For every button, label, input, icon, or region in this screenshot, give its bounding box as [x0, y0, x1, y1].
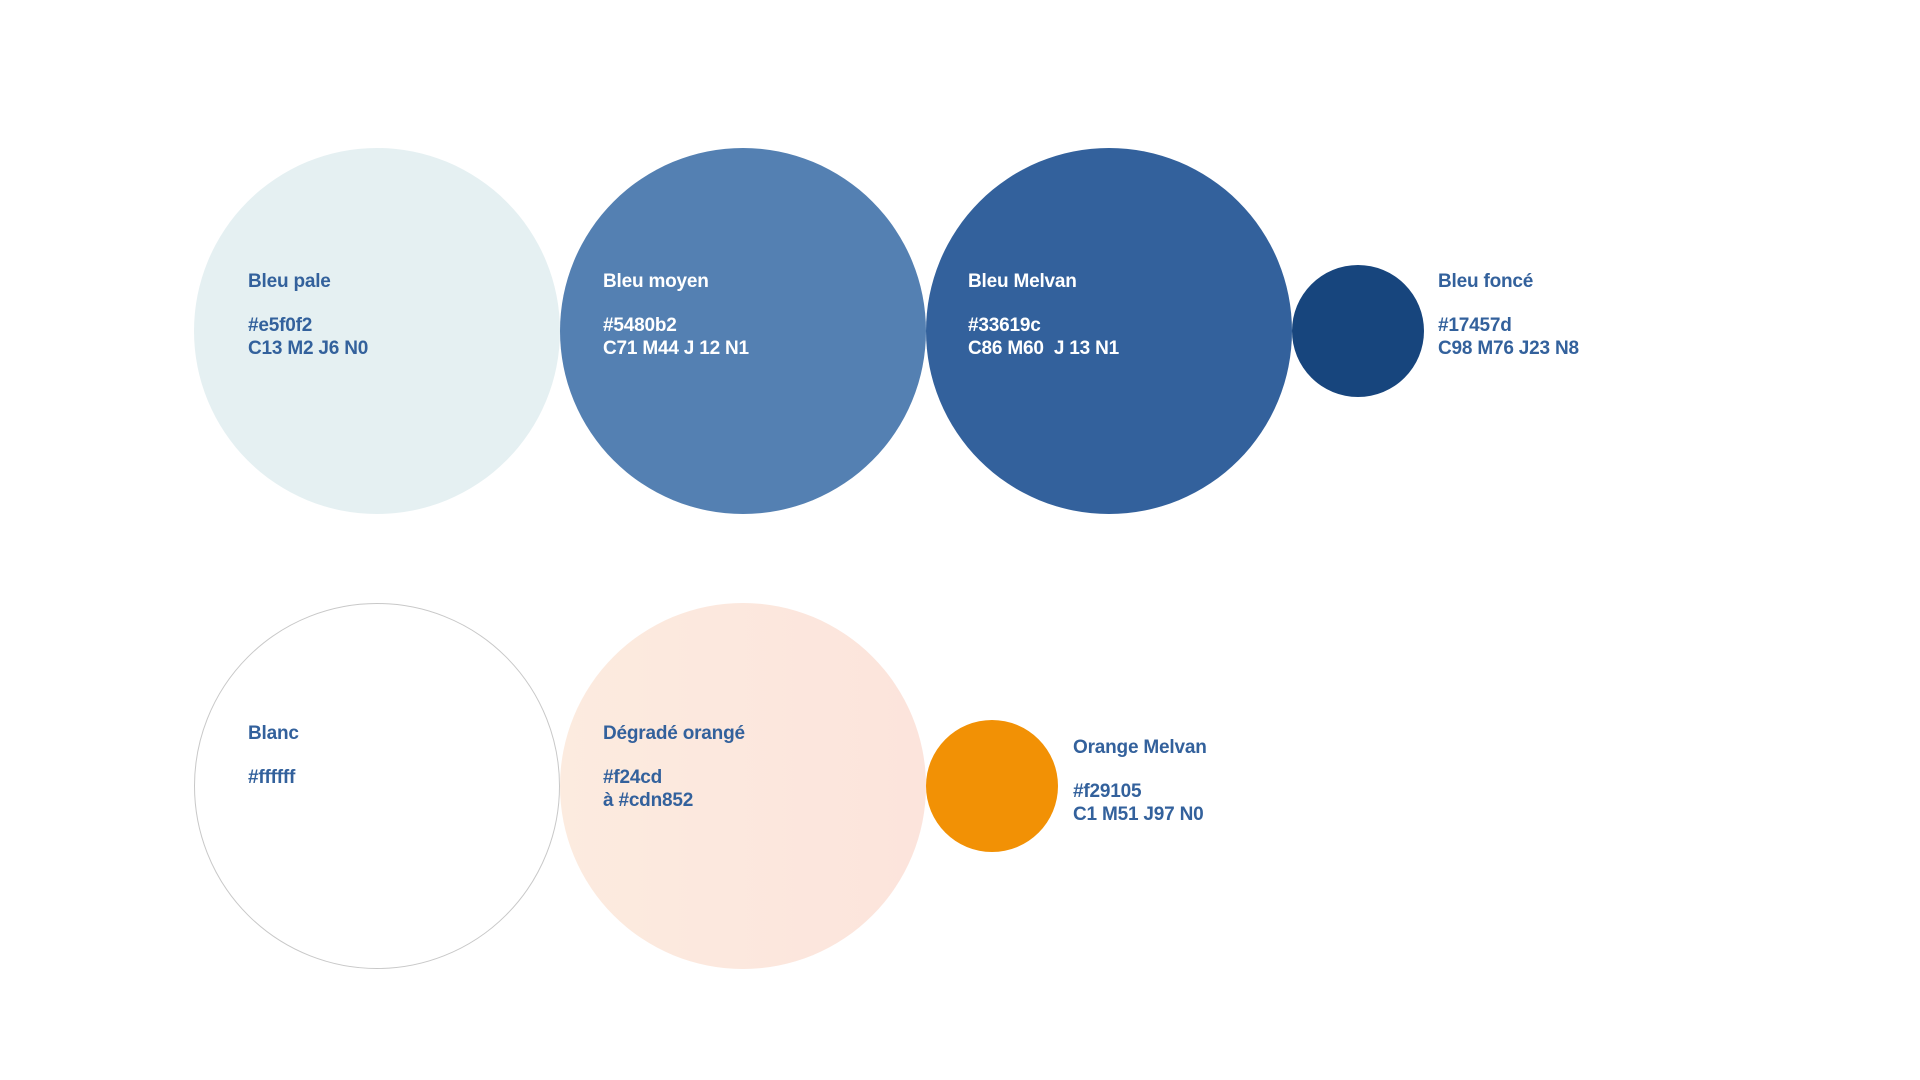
label-orange-melvan: Orange Melvan #f29105 C1 M51 J97 N0: [1073, 736, 1207, 826]
swatch-orange-melvan: [926, 720, 1058, 852]
hex-code: #f24cd: [603, 767, 663, 788]
cmyk-code: C71 M44 J 12 N1: [603, 338, 749, 359]
label-bleu-moyen: Bleu moyen #5480b2 C71 M44 J 12 N1: [603, 270, 749, 360]
cmyk-code: C86 M60 J 13 N1: [968, 338, 1119, 359]
color-name: Bleu foncé: [1438, 271, 1534, 292]
hex-code: #ffffff: [248, 767, 296, 788]
color-name: Orange Melvan: [1073, 737, 1207, 758]
swatch-bleu-fonce: [1292, 265, 1424, 397]
swatch-bleu-pale: [194, 148, 560, 514]
label-bleu-melvan: Bleu Melvan #33619c C86 M60 J 13 N1: [968, 270, 1119, 360]
hex-code: #f29105: [1073, 781, 1142, 802]
swatch-degrade-orange: [560, 603, 926, 969]
hex-code-end: à #cdn852: [603, 790, 694, 811]
cmyk-code: C1 M51 J97 N0: [1073, 804, 1204, 825]
cmyk-code: C98 M76 J23 N8: [1438, 338, 1579, 359]
label-bleu-fonce: Bleu foncé #17457d C98 M76 J23 N8: [1438, 270, 1579, 360]
swatch-bleu-melvan: [926, 148, 1292, 514]
swatch-blanc: [194, 603, 560, 969]
color-name: Dégradé orangé: [603, 723, 745, 744]
hex-code: #17457d: [1438, 315, 1512, 336]
label-degrade-orange: Dégradé orangé #f24cd à #cdn852: [603, 722, 745, 812]
label-blanc: Blanc #ffffff: [248, 722, 299, 789]
hex-code: #e5f0f2: [248, 315, 313, 336]
cmyk-code: C13 M2 J6 N0: [248, 338, 369, 359]
color-name: Blanc: [248, 723, 299, 744]
color-name: Bleu moyen: [603, 271, 709, 292]
color-name: Bleu pale: [248, 271, 331, 292]
swatch-bleu-moyen: [560, 148, 926, 514]
hex-code: #33619c: [968, 315, 1041, 336]
label-bleu-pale: Bleu pale #e5f0f2 C13 M2 J6 N0: [248, 270, 368, 360]
hex-code: #5480b2: [603, 315, 677, 336]
color-name: Bleu Melvan: [968, 271, 1077, 292]
